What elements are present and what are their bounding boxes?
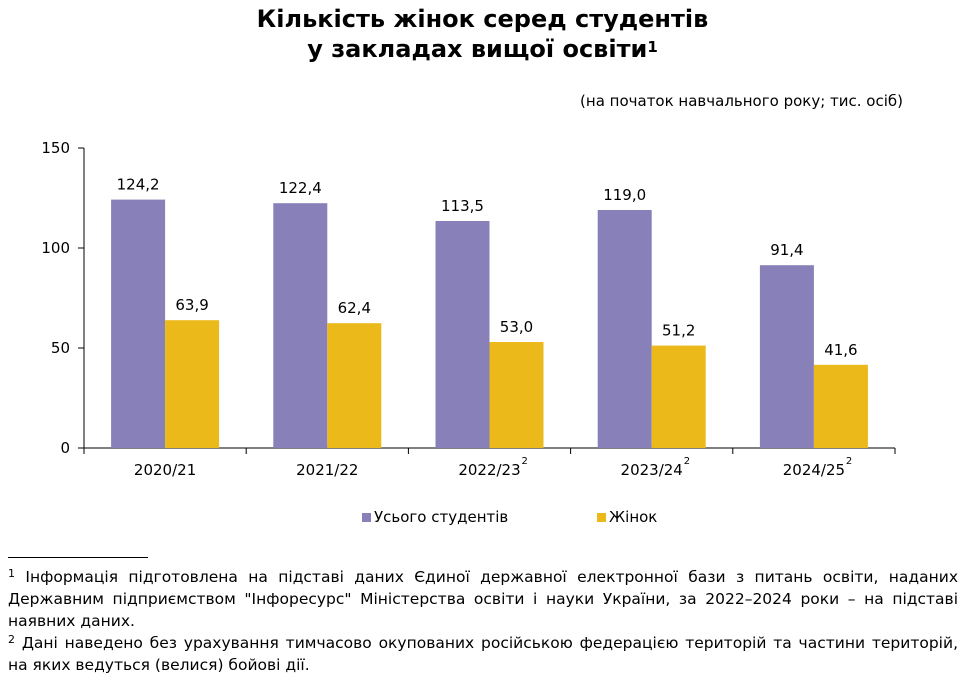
bar-total	[435, 221, 490, 448]
x-tick-footnote-mark: 2	[846, 456, 852, 467]
legend-label: Усього студентів	[374, 508, 508, 526]
data-label: 124,2	[117, 176, 160, 194]
chart-title-line2: у закладах вищої освіти1	[0, 34, 965, 64]
bar-total	[759, 265, 814, 448]
data-label: 41,6	[824, 341, 857, 359]
x-tick-label: 2024/25	[783, 461, 845, 479]
footnote-divider	[8, 557, 148, 558]
data-label: 119,0	[603, 186, 646, 204]
data-label: 53,0	[500, 318, 533, 336]
bar-women	[327, 323, 382, 448]
footnote-1-mark: 1	[8, 567, 15, 580]
data-label: 51,2	[662, 322, 695, 340]
bar-women	[651, 345, 706, 448]
y-tick-label: 50	[51, 339, 70, 357]
footnote-1: 1 Інформація підготовлена на підставі да…	[8, 566, 958, 632]
bar-women	[165, 320, 220, 448]
legend-label: Жінок	[609, 508, 657, 526]
footnote-2-mark: 2	[8, 633, 15, 646]
legend-swatch	[362, 513, 371, 522]
footnotes: 1 Інформація підготовлена на підставі да…	[8, 566, 958, 676]
y-tick-label: 150	[41, 139, 70, 157]
y-tick-label: 100	[41, 239, 70, 257]
x-tick-footnote-mark: 2	[522, 456, 528, 467]
x-tick-label: 2021/22	[296, 461, 358, 479]
legend-swatch	[597, 513, 606, 522]
data-label: 113,5	[441, 197, 484, 215]
title-footnote-mark: 1	[647, 38, 658, 56]
chart-title-line1: Кількість жінок серед студентів	[256, 5, 709, 33]
bar-chart: 0 50 100 150 124,2 63,9 2020/21 122,4 62,4 2021/2…	[41, 139, 896, 526]
bar-women	[489, 342, 544, 448]
footnote-1-text: Інформація підготовлена на підставі дани…	[8, 568, 958, 630]
x-tick-label: 2023/24	[621, 461, 683, 479]
chart-title-line2-text: у закладах вищої освіти	[307, 35, 648, 63]
x-tick-label: 2020/21	[134, 461, 196, 479]
chart-title: Кількість жінок серед студентів у заклад…	[0, 4, 965, 64]
bar-total	[273, 203, 328, 448]
x-tick-footnote-mark: 2	[684, 456, 690, 467]
bar-women	[813, 364, 868, 448]
x-tick-label: 2022/23	[458, 461, 520, 479]
y-tick-label: 0	[60, 439, 70, 457]
footnote-2: 2 Дані наведено без урахування тимчасово…	[8, 632, 958, 676]
footnote-2-text: Дані наведено без урахування тимчасово о…	[8, 634, 958, 674]
bar-total	[111, 199, 166, 448]
data-label: 91,4	[770, 241, 803, 259]
data-label: 63,9	[175, 296, 208, 314]
data-label: 62,4	[338, 299, 371, 317]
chart-subtitle: (на початок навчального року; тис. осіб)	[580, 92, 903, 110]
bar-total	[597, 210, 652, 448]
data-label: 122,4	[279, 179, 322, 197]
